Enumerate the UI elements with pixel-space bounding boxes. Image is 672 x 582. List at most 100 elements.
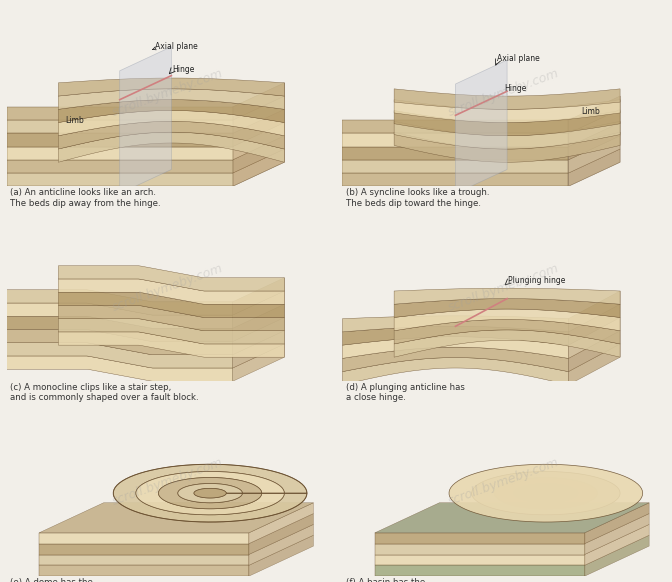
Text: scroll.bymeby.com: scroll.bymeby.com — [447, 261, 561, 314]
Text: (a) An anticline looks like an arch.
The beds dip away from the hinge.: (a) An anticline looks like an arch. The… — [10, 188, 161, 208]
Text: (b) A syncline looks like a trough.
The beds dip toward the hinge.: (b) A syncline looks like a trough. The … — [345, 188, 489, 208]
Polygon shape — [530, 488, 562, 498]
Polygon shape — [343, 357, 569, 385]
Polygon shape — [39, 533, 249, 544]
Polygon shape — [58, 332, 284, 357]
Polygon shape — [233, 278, 284, 315]
Polygon shape — [343, 327, 569, 345]
Polygon shape — [394, 132, 620, 162]
Polygon shape — [39, 555, 249, 565]
Polygon shape — [569, 123, 620, 160]
Polygon shape — [233, 317, 284, 355]
Polygon shape — [233, 109, 284, 147]
Polygon shape — [233, 344, 284, 381]
Polygon shape — [585, 503, 649, 576]
Polygon shape — [58, 132, 284, 162]
Polygon shape — [249, 503, 313, 576]
Polygon shape — [394, 288, 620, 304]
Polygon shape — [39, 544, 249, 555]
Polygon shape — [58, 100, 284, 123]
Text: Axial plane: Axial plane — [155, 41, 198, 51]
Polygon shape — [7, 107, 233, 120]
Polygon shape — [233, 123, 284, 160]
Polygon shape — [233, 83, 284, 120]
Polygon shape — [159, 477, 262, 509]
Polygon shape — [585, 513, 649, 555]
Polygon shape — [456, 60, 507, 194]
Polygon shape — [39, 565, 249, 576]
Polygon shape — [58, 89, 284, 109]
Text: (d) A plunging anticline has
a close hinge.: (d) A plunging anticline has a close hin… — [345, 383, 464, 402]
Text: Hinge: Hinge — [504, 84, 526, 93]
Polygon shape — [343, 173, 569, 186]
Polygon shape — [394, 121, 620, 149]
Polygon shape — [375, 565, 585, 576]
Text: scroll.bymeby.com: scroll.bymeby.com — [447, 456, 561, 509]
Polygon shape — [343, 347, 569, 372]
Polygon shape — [249, 524, 313, 565]
Polygon shape — [120, 47, 171, 194]
Polygon shape — [249, 535, 313, 576]
Text: Hinge: Hinge — [172, 65, 194, 74]
Polygon shape — [249, 503, 313, 544]
Polygon shape — [343, 133, 569, 147]
Polygon shape — [394, 111, 620, 136]
Text: Axial plane: Axial plane — [497, 54, 540, 63]
Polygon shape — [343, 337, 569, 359]
Polygon shape — [7, 160, 233, 173]
Polygon shape — [343, 316, 569, 332]
Polygon shape — [569, 331, 620, 372]
Polygon shape — [7, 329, 233, 355]
Polygon shape — [585, 524, 649, 565]
Polygon shape — [569, 317, 620, 359]
Polygon shape — [585, 535, 649, 576]
Polygon shape — [394, 309, 620, 331]
Polygon shape — [394, 299, 620, 317]
Polygon shape — [569, 304, 620, 345]
Polygon shape — [7, 133, 233, 147]
Polygon shape — [58, 292, 284, 317]
Polygon shape — [58, 121, 284, 149]
Polygon shape — [569, 136, 620, 173]
Text: (c) A monocline clips like a stair step,
and is commonly shaped over a fault blo: (c) A monocline clips like a stair step,… — [10, 383, 198, 402]
Polygon shape — [249, 513, 313, 555]
Polygon shape — [58, 306, 284, 331]
Text: Limb: Limb — [65, 116, 83, 125]
Text: scroll.bymeby.com: scroll.bymeby.com — [447, 66, 561, 119]
Polygon shape — [7, 147, 233, 160]
Polygon shape — [7, 356, 233, 381]
Polygon shape — [513, 484, 578, 503]
Text: Plunging hinge: Plunging hinge — [508, 276, 565, 285]
Polygon shape — [375, 533, 585, 544]
Polygon shape — [178, 484, 243, 503]
Polygon shape — [233, 331, 284, 368]
Polygon shape — [233, 278, 284, 381]
Text: scroll.bymeby.com: scroll.bymeby.com — [111, 456, 225, 509]
Polygon shape — [233, 83, 284, 186]
Polygon shape — [375, 503, 649, 533]
Polygon shape — [114, 464, 307, 522]
Polygon shape — [569, 96, 620, 186]
Polygon shape — [58, 319, 284, 344]
Polygon shape — [394, 320, 620, 344]
Polygon shape — [233, 291, 284, 328]
Polygon shape — [233, 149, 284, 186]
Polygon shape — [233, 304, 284, 342]
Polygon shape — [58, 78, 284, 96]
Text: scroll.bymeby.com: scroll.bymeby.com — [111, 261, 225, 314]
Polygon shape — [569, 344, 620, 385]
Polygon shape — [394, 330, 620, 357]
Polygon shape — [494, 477, 597, 509]
Polygon shape — [7, 120, 233, 133]
Polygon shape — [7, 303, 233, 328]
Polygon shape — [569, 149, 620, 186]
Polygon shape — [7, 316, 233, 342]
Polygon shape — [569, 291, 620, 385]
Polygon shape — [7, 290, 233, 315]
Polygon shape — [233, 96, 284, 133]
Polygon shape — [39, 503, 313, 533]
Polygon shape — [394, 89, 620, 109]
Polygon shape — [585, 503, 649, 544]
Polygon shape — [343, 120, 569, 133]
Polygon shape — [449, 464, 642, 522]
